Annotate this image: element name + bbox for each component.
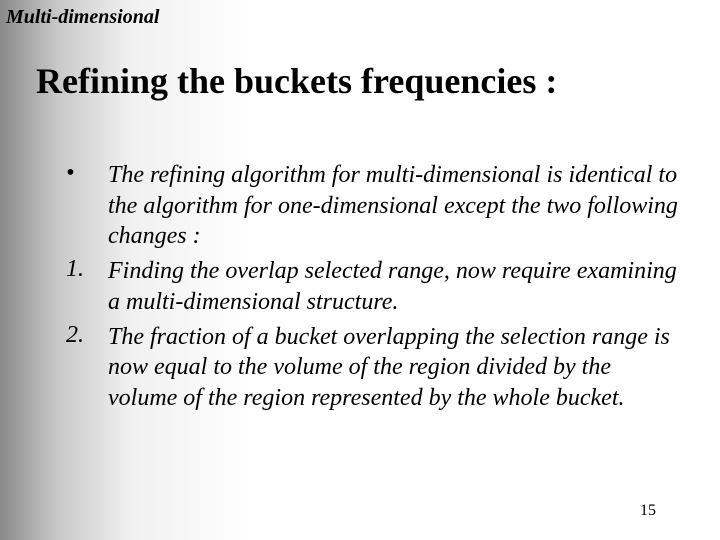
bullet-text: The fraction of a bucket overlapping the…: [108, 322, 680, 414]
list-item: 2. The fraction of a bucket overlapping …: [60, 322, 680, 414]
list-number: 2.: [60, 322, 108, 414]
slide-title: Refining the buckets frequencies :: [36, 60, 692, 102]
bullet-marker: •: [60, 160, 108, 252]
content-area: • The refining algorithm for multi-dimen…: [60, 160, 680, 418]
list-item: 1. Finding the overlap selected range, n…: [60, 256, 680, 317]
topic-label: Multi-dimensional: [6, 6, 159, 29]
page-number: 15: [640, 502, 656, 520]
bullet-text: The refining algorithm for multi-dimensi…: [108, 160, 680, 252]
bullet-text: Finding the overlap selected range, now …: [108, 256, 680, 317]
list-item: • The refining algorithm for multi-dimen…: [60, 160, 680, 252]
list-number: 1.: [60, 256, 108, 317]
